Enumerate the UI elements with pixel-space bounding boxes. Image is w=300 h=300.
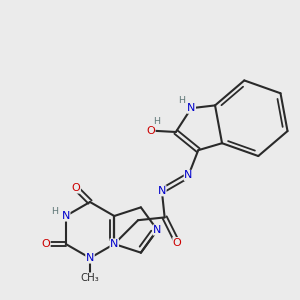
Text: N: N bbox=[187, 103, 195, 113]
Text: N: N bbox=[184, 170, 193, 180]
Text: N: N bbox=[61, 211, 70, 221]
Text: CH₃: CH₃ bbox=[81, 273, 99, 283]
Text: O: O bbox=[173, 238, 182, 248]
Text: O: O bbox=[72, 183, 80, 193]
Text: H: H bbox=[153, 117, 160, 126]
Text: O: O bbox=[146, 126, 155, 136]
Text: H: H bbox=[51, 206, 58, 215]
Text: H: H bbox=[178, 96, 185, 105]
Text: N: N bbox=[158, 186, 166, 196]
Text: N: N bbox=[110, 239, 118, 249]
Text: O: O bbox=[41, 239, 50, 249]
Text: N: N bbox=[86, 253, 94, 263]
Text: N: N bbox=[153, 225, 161, 235]
